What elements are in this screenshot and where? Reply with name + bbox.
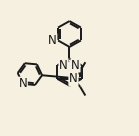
Text: N: N [71, 59, 80, 72]
Text: N: N [18, 77, 27, 90]
Text: N: N [48, 34, 57, 47]
Text: N: N [59, 59, 68, 72]
Text: N: N [69, 72, 78, 85]
